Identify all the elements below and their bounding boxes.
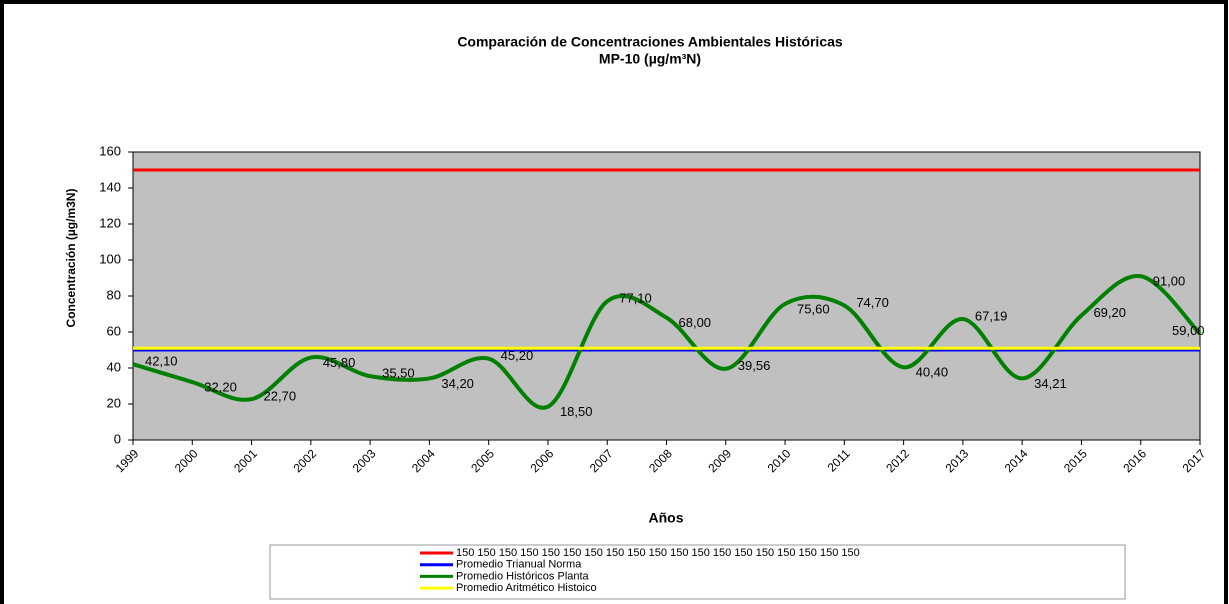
chart-title: Comparación de Concentraciones Ambiental…: [457, 34, 843, 50]
x-tick-label: 2007: [587, 446, 616, 475]
x-tick-label: 2001: [231, 446, 260, 475]
data-label: 18,50: [560, 404, 593, 419]
x-tick-label: 2010: [765, 446, 794, 475]
legend-label: 150 150 150 150 150 150 150 150 150 150 …: [456, 547, 860, 559]
x-axis-label: Años: [649, 510, 684, 526]
plot-area: [132, 151, 1201, 441]
x-tick-label: 2000: [172, 446, 201, 475]
y-tick-label: 0: [114, 431, 121, 446]
data-label: 22,70: [264, 389, 297, 404]
y-tick-label: 80: [107, 287, 121, 302]
x-tick-label: 2013: [942, 446, 971, 475]
x-tick-label: 2016: [1120, 446, 1149, 475]
y-tick-label: 120: [99, 215, 121, 230]
data-label: 42,10: [145, 354, 178, 369]
legend-label: Promedio Históricos Planta: [456, 570, 590, 582]
y-tick-label: 140: [99, 179, 121, 194]
data-label: 67,19: [975, 308, 1008, 323]
series-line: [132, 274, 1202, 410]
y-tick-label: 20: [107, 395, 121, 410]
legend: [269, 544, 1126, 600]
y-axis-label: Concentración (µg/m3N): [64, 189, 78, 328]
data-label: 40,40: [916, 365, 949, 380]
x-tick-label: 2003: [350, 446, 379, 475]
legend-label: Promedio Aritmético Histoico: [456, 582, 597, 594]
x-tick-label: 2005: [468, 446, 497, 475]
x-tick-label: 2002: [290, 446, 319, 475]
data-label: 68,00: [679, 315, 712, 330]
x-tick-label: 2015: [1061, 446, 1090, 475]
data-label: 32,20: [204, 379, 237, 394]
y-tick-label: 40: [107, 359, 121, 374]
x-tick-label: 2006: [528, 446, 557, 475]
data-label: 75,60: [797, 301, 830, 316]
x-tick-label: 1999: [113, 446, 142, 475]
legend-label: Promedio Trianual Norma: [456, 559, 582, 571]
chart-subtitle: MP-10 (µg/m³N): [599, 51, 701, 67]
y-tick-label: 160: [99, 143, 121, 158]
data-label: 34,21: [1034, 376, 1067, 391]
data-label: 59,00: [1172, 323, 1205, 338]
data-label: 77,10: [619, 291, 652, 306]
data-label: 69,20: [1093, 305, 1126, 320]
x-tick-label: 2011: [825, 446, 853, 474]
x-tick-label: 2017: [1180, 446, 1209, 475]
x-tick-label: 2014: [1002, 446, 1031, 475]
y-tick-label: 60: [107, 323, 121, 338]
x-tick-label: 2008: [646, 446, 675, 475]
data-label: 45,20: [501, 348, 534, 363]
data-label: 45,80: [323, 355, 356, 370]
data-label: 91,00: [1153, 274, 1186, 289]
x-tick-label: 2004: [409, 446, 438, 475]
x-tick-label: 2012: [883, 446, 912, 475]
x-tick-label: 2009: [705, 446, 734, 475]
data-label: 74,70: [856, 295, 889, 310]
data-label: 35,50: [382, 366, 415, 381]
y-tick-label: 100: [99, 251, 121, 266]
data-label: 34,20: [441, 376, 474, 391]
data-label: 39,56: [738, 358, 771, 373]
